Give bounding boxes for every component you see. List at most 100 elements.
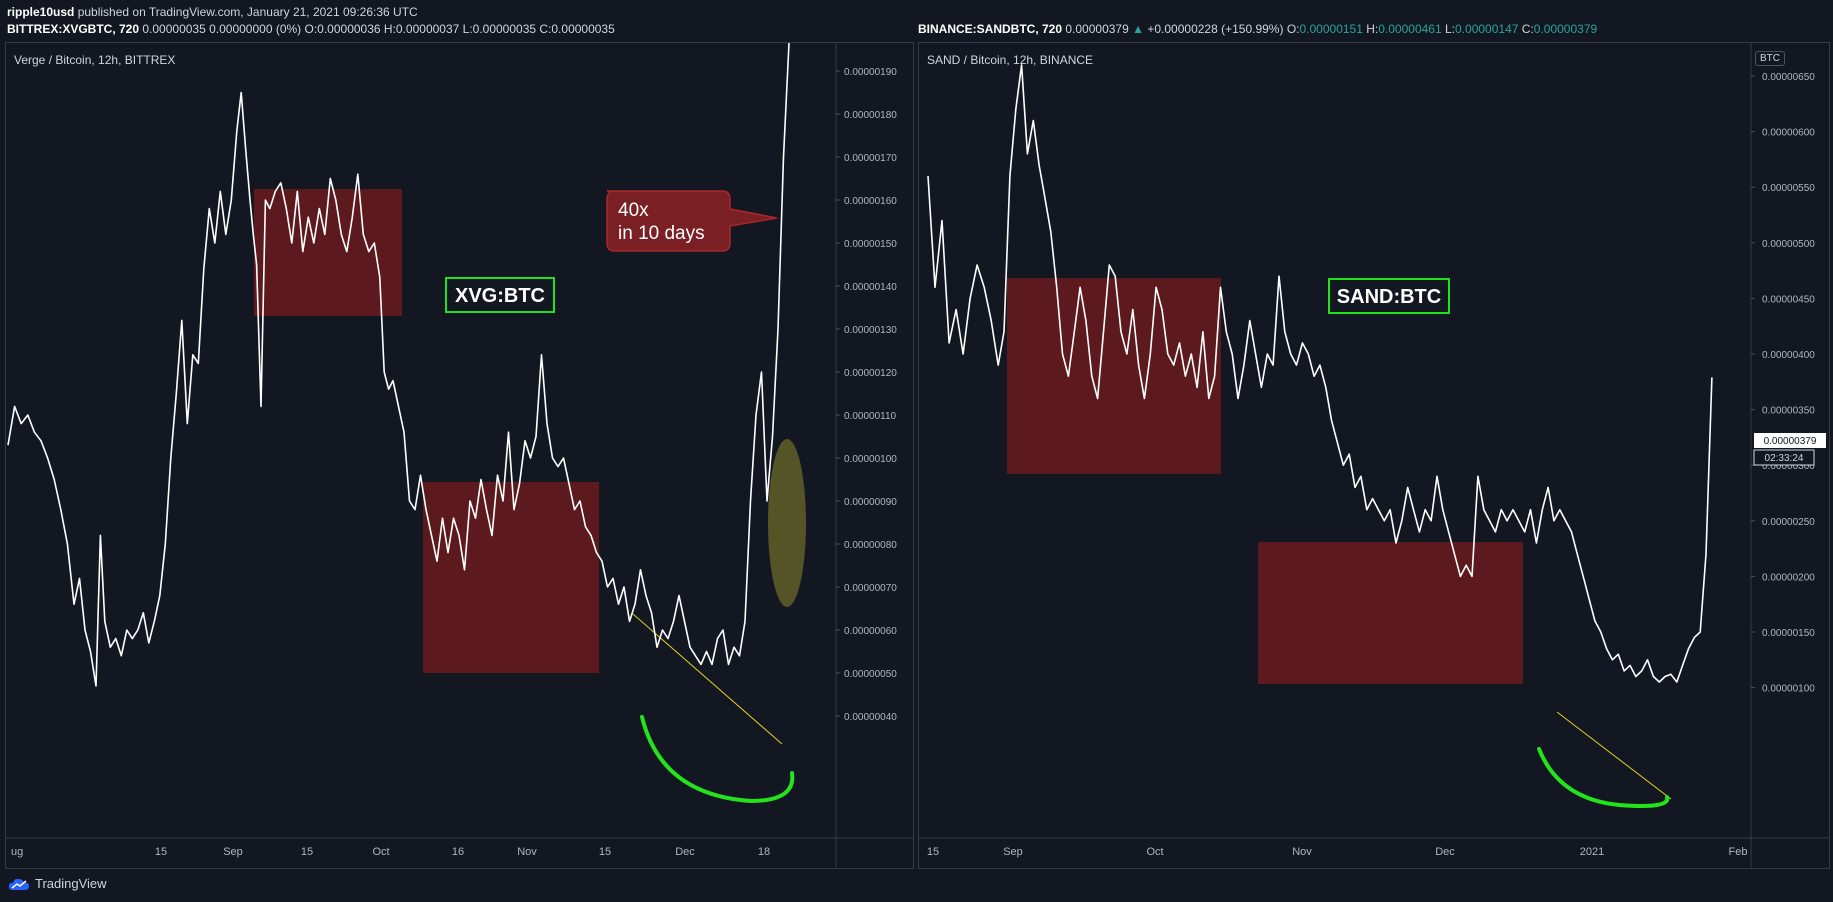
right-price-tick-label: 0.00000550 bbox=[1762, 183, 1815, 194]
right-time-tick-label: 2021 bbox=[1580, 846, 1604, 858]
right-price-tick-label: 0.00000250 bbox=[1762, 517, 1815, 528]
right-time-tick-label: Nov bbox=[1292, 846, 1312, 858]
right-time-tick-label: 15 bbox=[927, 846, 939, 858]
right-l-value: 0.00000147 bbox=[1455, 22, 1519, 36]
right-price-tick-label: 0.00000200 bbox=[1762, 572, 1815, 583]
currency-badge[interactable]: BTC bbox=[1755, 51, 1785, 66]
right-price-tick-label: 0.00000350 bbox=[1762, 406, 1815, 417]
right-l-label: L: bbox=[1445, 22, 1456, 36]
left-time-ticks: ug 15 Sep 15 Oct 16 Nov 15 Dec 18 bbox=[11, 846, 770, 858]
right-chart-svg[interactable]: 0.00000100 0.00000150 0.00000200 0.00000250… bbox=[919, 43, 1829, 868]
right-price-tick-label: 0.00000450 bbox=[1762, 294, 1815, 305]
right-c-value: 0.00000379 bbox=[1533, 22, 1598, 36]
right-o-label: O: bbox=[1286, 22, 1300, 36]
left-symbol[interactable]: BITTREX:XVGBTC, 720 bbox=[7, 22, 140, 36]
tradingview-brand-text: TradingView bbox=[35, 876, 107, 891]
publish-info: published on TradingView.com, January 21… bbox=[77, 5, 418, 19]
left-highlight-ellipse bbox=[768, 439, 806, 607]
left-price-tick-label: 0.00000110 bbox=[844, 411, 897, 422]
left-time-tick-label: 18 bbox=[758, 846, 770, 858]
left-price-line bbox=[7, 43, 790, 687]
left-pair-label-text: XVG:BTC bbox=[455, 285, 545, 307]
left-price-tick-label: 0.00000190 bbox=[844, 67, 897, 78]
right-symbol[interactable]: BINANCE:SANDBTC, 720 bbox=[918, 22, 1063, 36]
right-price-tick-label: 0.00000100 bbox=[1762, 684, 1815, 695]
right-o-value: 0.00000151 bbox=[1299, 22, 1363, 36]
right-price-tick-label: 0.00000600 bbox=[1762, 128, 1815, 139]
left-rounding-bottom-curve bbox=[640, 715, 795, 804]
right-consolidation-box-2 bbox=[1258, 542, 1523, 684]
left-time-tick-label: 15 bbox=[155, 846, 167, 858]
left-time-tick-label: Sep bbox=[223, 846, 243, 858]
left-chart-title: Verge / Bitcoin, 12h, BITTREX bbox=[14, 53, 176, 67]
left-price-tick-label: 0.00000070 bbox=[844, 583, 897, 594]
publish-line: ripple10usd published on TradingView.com… bbox=[7, 5, 418, 19]
right-pair-label-box bbox=[1328, 278, 1450, 314]
up-arrow-icon: ▲ bbox=[1132, 22, 1145, 36]
right-h-label: H: bbox=[1366, 22, 1379, 36]
left-time-tick-label: 15 bbox=[301, 846, 313, 858]
left-time-tick-label: 16 bbox=[452, 846, 464, 858]
left-ohlc: 0.00000035 0.00000000 (0%) O:0.00000036 … bbox=[142, 22, 615, 36]
right-time-tick-label: Sep bbox=[1003, 846, 1023, 858]
callout-line-2: in 10 days bbox=[618, 223, 705, 244]
right-price-ticks: 0.00000100 0.00000150 0.00000200 0.00000250… bbox=[1751, 72, 1815, 695]
right-time-tick-label: Dec bbox=[1435, 846, 1455, 858]
tradingview-logo[interactable]: TradingView bbox=[8, 876, 107, 891]
right-pair-label-text: SAND:BTC bbox=[1337, 286, 1441, 308]
right-countdown-text: 02:33:24 bbox=[1765, 453, 1804, 464]
left-price-tick-label: 0.00000060 bbox=[844, 626, 897, 637]
left-price-tick-label: 0.00000050 bbox=[844, 669, 897, 680]
right-time-tick-label: Oct bbox=[1146, 846, 1163, 858]
header: ripple10usd published on TradingView.com… bbox=[0, 0, 1833, 42]
left-price-tick-label: 0.00000170 bbox=[844, 153, 897, 164]
left-price-tick-label: 0.00000080 bbox=[844, 540, 897, 551]
left-price-tick-label: 0.00000100 bbox=[844, 454, 897, 465]
author-name[interactable]: ripple10usd bbox=[7, 5, 75, 19]
left-chart-panel[interactable]: Verge / Bitcoin, 12h, BITTREX 0.00000040… bbox=[5, 42, 914, 869]
right-price-tick-label: 0.00000650 bbox=[1762, 72, 1815, 83]
left-time-tick-label: Nov bbox=[517, 846, 537, 858]
right-price-tick-label: 0.00000300 bbox=[1762, 461, 1815, 472]
footer: TradingView bbox=[0, 870, 1833, 902]
left-price-tick-label: 0.00000120 bbox=[844, 368, 897, 379]
left-time-tick-label: Oct bbox=[372, 846, 389, 858]
right-time-tick-label: Feb bbox=[1729, 846, 1748, 858]
right-chart-title: SAND / Bitcoin, 12h, BINANCE bbox=[927, 53, 1094, 67]
right-symbol-line: BINANCE:SANDBTC, 720 0.00000379 ▲ +0.000… bbox=[918, 22, 1597, 36]
left-time-tick-label: Dec bbox=[675, 846, 695, 858]
right-c-label: C: bbox=[1521, 22, 1534, 36]
callout-line-1: 40x bbox=[618, 200, 649, 221]
right-price-tag-text: 0.00000379 bbox=[1764, 436, 1817, 447]
left-time-tick-label: ug bbox=[11, 846, 23, 858]
left-pair-label-box bbox=[445, 277, 555, 313]
left-trendline bbox=[632, 613, 783, 745]
right-time-ticks: 15 Sep Oct Nov Dec 2021 Feb bbox=[927, 846, 1748, 858]
right-consolidation-box-1 bbox=[1007, 278, 1221, 474]
right-price-tick-label: 0.00000150 bbox=[1762, 628, 1815, 639]
left-price-ticks: 0.00000040 0.00000050 0.00000060 0.00000070… bbox=[836, 67, 897, 723]
left-chart-svg[interactable]: 0.00000040 0.00000050 0.00000060 0.00000070… bbox=[6, 43, 913, 868]
right-last-price-tag: 0.00000379 02:33:24 bbox=[1753, 433, 1826, 466]
right-rounding-bottom-curve bbox=[1537, 747, 1670, 808]
right-price-tag-box bbox=[1754, 433, 1826, 448]
left-price-tick-label: 0.00000090 bbox=[844, 497, 897, 508]
right-chart-panel[interactable]: SAND / Bitcoin, 12h, BINANCE BTC 0.00000… bbox=[918, 42, 1830, 869]
left-consolidation-box-2 bbox=[423, 482, 599, 673]
left-price-tick-label: 0.00000150 bbox=[844, 239, 897, 250]
right-price-tick-label: 0.00000400 bbox=[1762, 350, 1815, 361]
right-trendline bbox=[1556, 711, 1672, 800]
left-price-tick-label: 0.00000160 bbox=[844, 196, 897, 207]
right-change: +0.00000228 (+150.99%) bbox=[1147, 22, 1284, 36]
right-last: 0.00000379 bbox=[1065, 22, 1129, 36]
left-consolidation-box-1 bbox=[254, 189, 402, 316]
callout-bubble bbox=[606, 190, 778, 252]
right-price-tick-label: 0.00000500 bbox=[1762, 239, 1815, 250]
right-h-value: 0.00000461 bbox=[1378, 22, 1442, 36]
right-pair-label: SAND:BTC bbox=[1328, 278, 1450, 314]
left-time-tick-label: 15 bbox=[599, 846, 611, 858]
tradingview-cloud-icon bbox=[8, 878, 29, 890]
left-price-tick-label: 0.00000180 bbox=[844, 110, 897, 121]
left-symbol-line: BITTREX:XVGBTC, 720 0.00000035 0.0000000… bbox=[7, 22, 615, 36]
left-price-tick-label: 0.00000130 bbox=[844, 325, 897, 336]
